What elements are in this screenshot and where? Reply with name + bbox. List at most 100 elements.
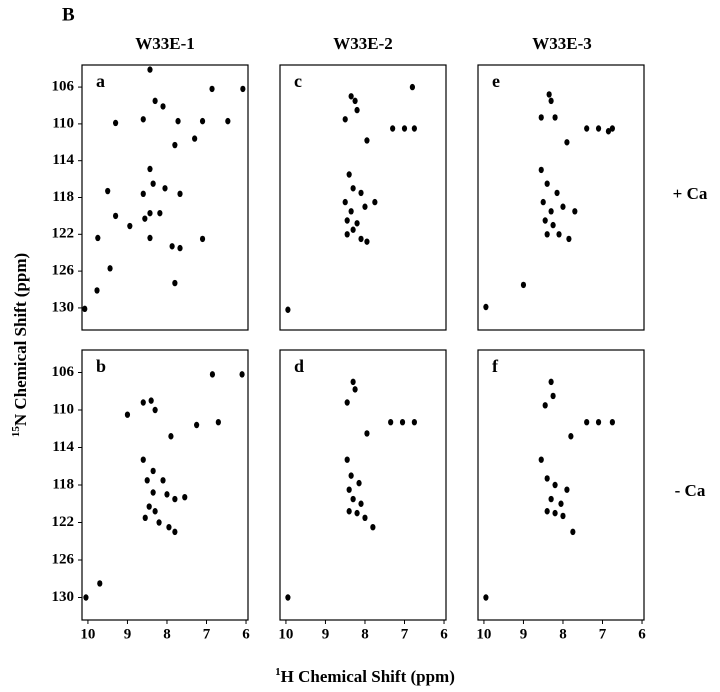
- peak: [354, 106, 360, 114]
- peak: [342, 198, 348, 206]
- peak: [411, 125, 417, 132]
- peak: [564, 139, 570, 146]
- peak: [566, 235, 572, 243]
- peak: [194, 421, 200, 429]
- peak: [348, 93, 354, 100]
- peak: [285, 306, 291, 313]
- y-tick-label: 118: [52, 476, 74, 492]
- x-tick-label: 8: [163, 626, 171, 642]
- y-tick-label: 118: [52, 189, 74, 205]
- x-tick-label: 8: [559, 626, 567, 642]
- peak: [560, 203, 566, 210]
- x-tick-label: 6: [242, 626, 250, 642]
- peak: [358, 500, 364, 507]
- peak: [570, 528, 576, 536]
- peak: [564, 486, 570, 493]
- x-tick-label: 10: [476, 626, 491, 642]
- peak: [209, 85, 215, 93]
- peak: [542, 402, 548, 409]
- x-tick-label: 8: [361, 626, 369, 642]
- peak: [572, 208, 578, 215]
- peak: [354, 509, 360, 517]
- peak: [169, 243, 175, 250]
- peak: [285, 594, 291, 601]
- peak: [346, 508, 352, 515]
- panel-label: a: [96, 71, 105, 91]
- peak: [215, 418, 221, 426]
- peak: [542, 217, 548, 224]
- peak: [364, 238, 370, 245]
- peak: [344, 399, 350, 406]
- y-label-text: N Chemical Shift (ppm): [11, 253, 30, 426]
- panel-frame: [477, 349, 645, 621]
- peak: [352, 386, 358, 393]
- peak: [350, 495, 356, 503]
- peak: [560, 512, 566, 520]
- peak: [107, 265, 113, 272]
- peak: [350, 226, 356, 233]
- peak: [150, 180, 156, 187]
- peak: [554, 189, 560, 197]
- x-tick-label: 10: [80, 626, 95, 642]
- peak: [152, 406, 158, 414]
- peak: [182, 493, 188, 501]
- x-tick-label: 6: [440, 626, 448, 642]
- peak: [199, 117, 206, 125]
- peak: [175, 117, 181, 125]
- peak: [140, 116, 146, 123]
- x-label-text: H Chemical Shift (ppm): [281, 667, 455, 686]
- peak: [538, 456, 544, 463]
- peak: [147, 234, 153, 242]
- peak: [544, 475, 550, 482]
- peak: [142, 514, 148, 522]
- peak: [172, 279, 178, 287]
- peak: [538, 114, 544, 121]
- peak: [172, 141, 178, 149]
- peak: [97, 580, 103, 587]
- peak: [548, 378, 554, 386]
- peak: [142, 215, 148, 222]
- peak: [124, 411, 131, 418]
- peak: [399, 418, 406, 426]
- x-tick-label: 9: [124, 626, 132, 642]
- peak: [483, 303, 489, 311]
- peak: [595, 418, 602, 426]
- panel-frame: [477, 64, 645, 331]
- panel-label: c: [294, 71, 302, 91]
- x-tick-label: 7: [401, 626, 409, 642]
- peak: [199, 235, 206, 243]
- peak: [350, 378, 356, 386]
- y-tick-label: 114: [52, 439, 74, 455]
- peak: [568, 433, 574, 440]
- figure-label: B: [62, 4, 75, 25]
- peak: [346, 486, 352, 493]
- peak: [354, 220, 360, 227]
- y-tick-label: 114: [52, 152, 74, 168]
- peak: [95, 234, 101, 242]
- peak: [364, 137, 370, 144]
- peak: [348, 472, 354, 479]
- peak: [609, 418, 615, 426]
- column-title: W33E-1: [135, 34, 195, 53]
- peak: [177, 244, 183, 252]
- peak: [83, 594, 89, 601]
- peak: [548, 208, 554, 215]
- x-tick-label: 9: [322, 626, 330, 642]
- peak: [147, 209, 153, 217]
- peak: [364, 430, 370, 437]
- y-tick-label: 106: [52, 364, 75, 380]
- panel-label: e: [492, 71, 500, 91]
- peak: [358, 189, 364, 197]
- peak: [356, 479, 362, 487]
- peak: [152, 97, 158, 105]
- peak: [544, 180, 550, 187]
- peak: [162, 185, 168, 192]
- peak: [160, 103, 166, 110]
- x-axis-label: 1H Chemical Shift (ppm): [275, 666, 455, 686]
- peak: [156, 519, 162, 526]
- peak: [358, 235, 364, 243]
- panel-label: f: [492, 356, 499, 376]
- peak: [609, 125, 615, 132]
- peak: [544, 508, 550, 515]
- peak: [168, 433, 174, 440]
